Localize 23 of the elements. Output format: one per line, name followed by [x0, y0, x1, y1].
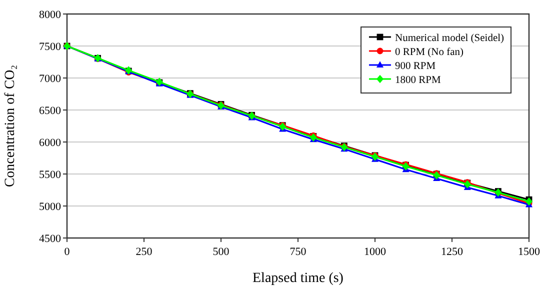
y-tick-label: 6000 [39, 137, 62, 149]
legend-label: Numerical model (Seidel) [395, 33, 505, 44]
y-tick-label: 4500 [39, 233, 62, 245]
point [310, 133, 317, 142]
x-tick-label: 250 [136, 246, 153, 258]
y-tick-label: 6500 [39, 105, 62, 117]
x-axis-title: Elapsed time (s) [252, 271, 344, 286]
legend-label: 900 RPM [395, 61, 436, 72]
point [525, 197, 533, 206]
x-tick-label: 500 [212, 246, 230, 258]
y-tick-label: 7000 [39, 73, 62, 85]
y-tick-label: 7500 [39, 41, 62, 53]
y-tick-label: 5500 [39, 169, 62, 181]
x-tick-label: 0 [64, 246, 70, 258]
y-tick-label: 5000 [39, 201, 62, 213]
x-tick-label: 1500 [518, 246, 540, 258]
y-tick-label: 8000 [39, 9, 62, 21]
x-tick-label: 750 [290, 246, 307, 258]
y-axis-title: Concentration of CO₂ [3, 64, 18, 188]
legend-label: 0 RPM (No fan) [395, 47, 464, 58]
legend-label: 1800 RPM [395, 75, 442, 86]
x-tick-label: 1000 [364, 246, 386, 258]
x-tick-label: 1250 [441, 246, 464, 258]
